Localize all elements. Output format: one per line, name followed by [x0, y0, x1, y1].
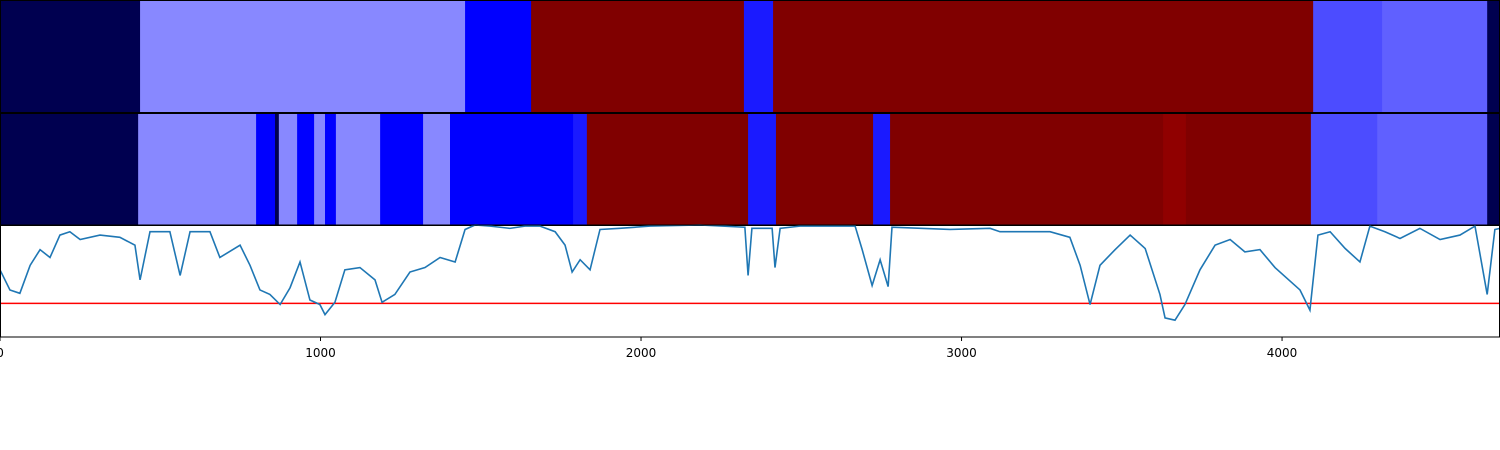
segment — [1163, 114, 1187, 225]
segment — [573, 114, 588, 225]
segment — [465, 1, 532, 112]
segment — [1313, 1, 1383, 112]
segment — [335, 114, 381, 225]
segment — [0, 1, 141, 112]
segment — [325, 114, 337, 225]
segment — [0, 114, 139, 225]
x-tick-label: 4000 — [1267, 346, 1298, 360]
segment — [297, 114, 315, 225]
segment — [278, 114, 298, 225]
segment — [743, 1, 774, 112]
segment — [586, 114, 749, 225]
segment — [138, 114, 257, 225]
segment — [1185, 114, 1312, 225]
segment — [873, 114, 891, 225]
x-tick-label: 0 — [0, 346, 4, 360]
segment — [1310, 114, 1378, 225]
signal-line — [0, 224, 1500, 322]
segment — [450, 114, 574, 225]
segment — [1382, 1, 1488, 112]
x-tick-label: 1000 — [305, 346, 336, 360]
segment — [773, 1, 1314, 112]
segment — [1487, 1, 1500, 112]
segment — [314, 114, 326, 225]
x-tick-label: 3000 — [946, 346, 977, 360]
segment — [1487, 114, 1500, 225]
segment — [140, 1, 466, 112]
segment — [748, 114, 777, 225]
segment — [775, 114, 874, 225]
segment — [890, 114, 1164, 225]
segment — [275, 114, 280, 225]
segment — [423, 114, 451, 225]
panel-frame — [0, 224, 1500, 338]
x-tick-label: 2000 — [626, 346, 657, 360]
segment — [256, 114, 276, 225]
segment — [380, 114, 424, 225]
segment — [531, 1, 745, 112]
segment — [1377, 114, 1488, 225]
